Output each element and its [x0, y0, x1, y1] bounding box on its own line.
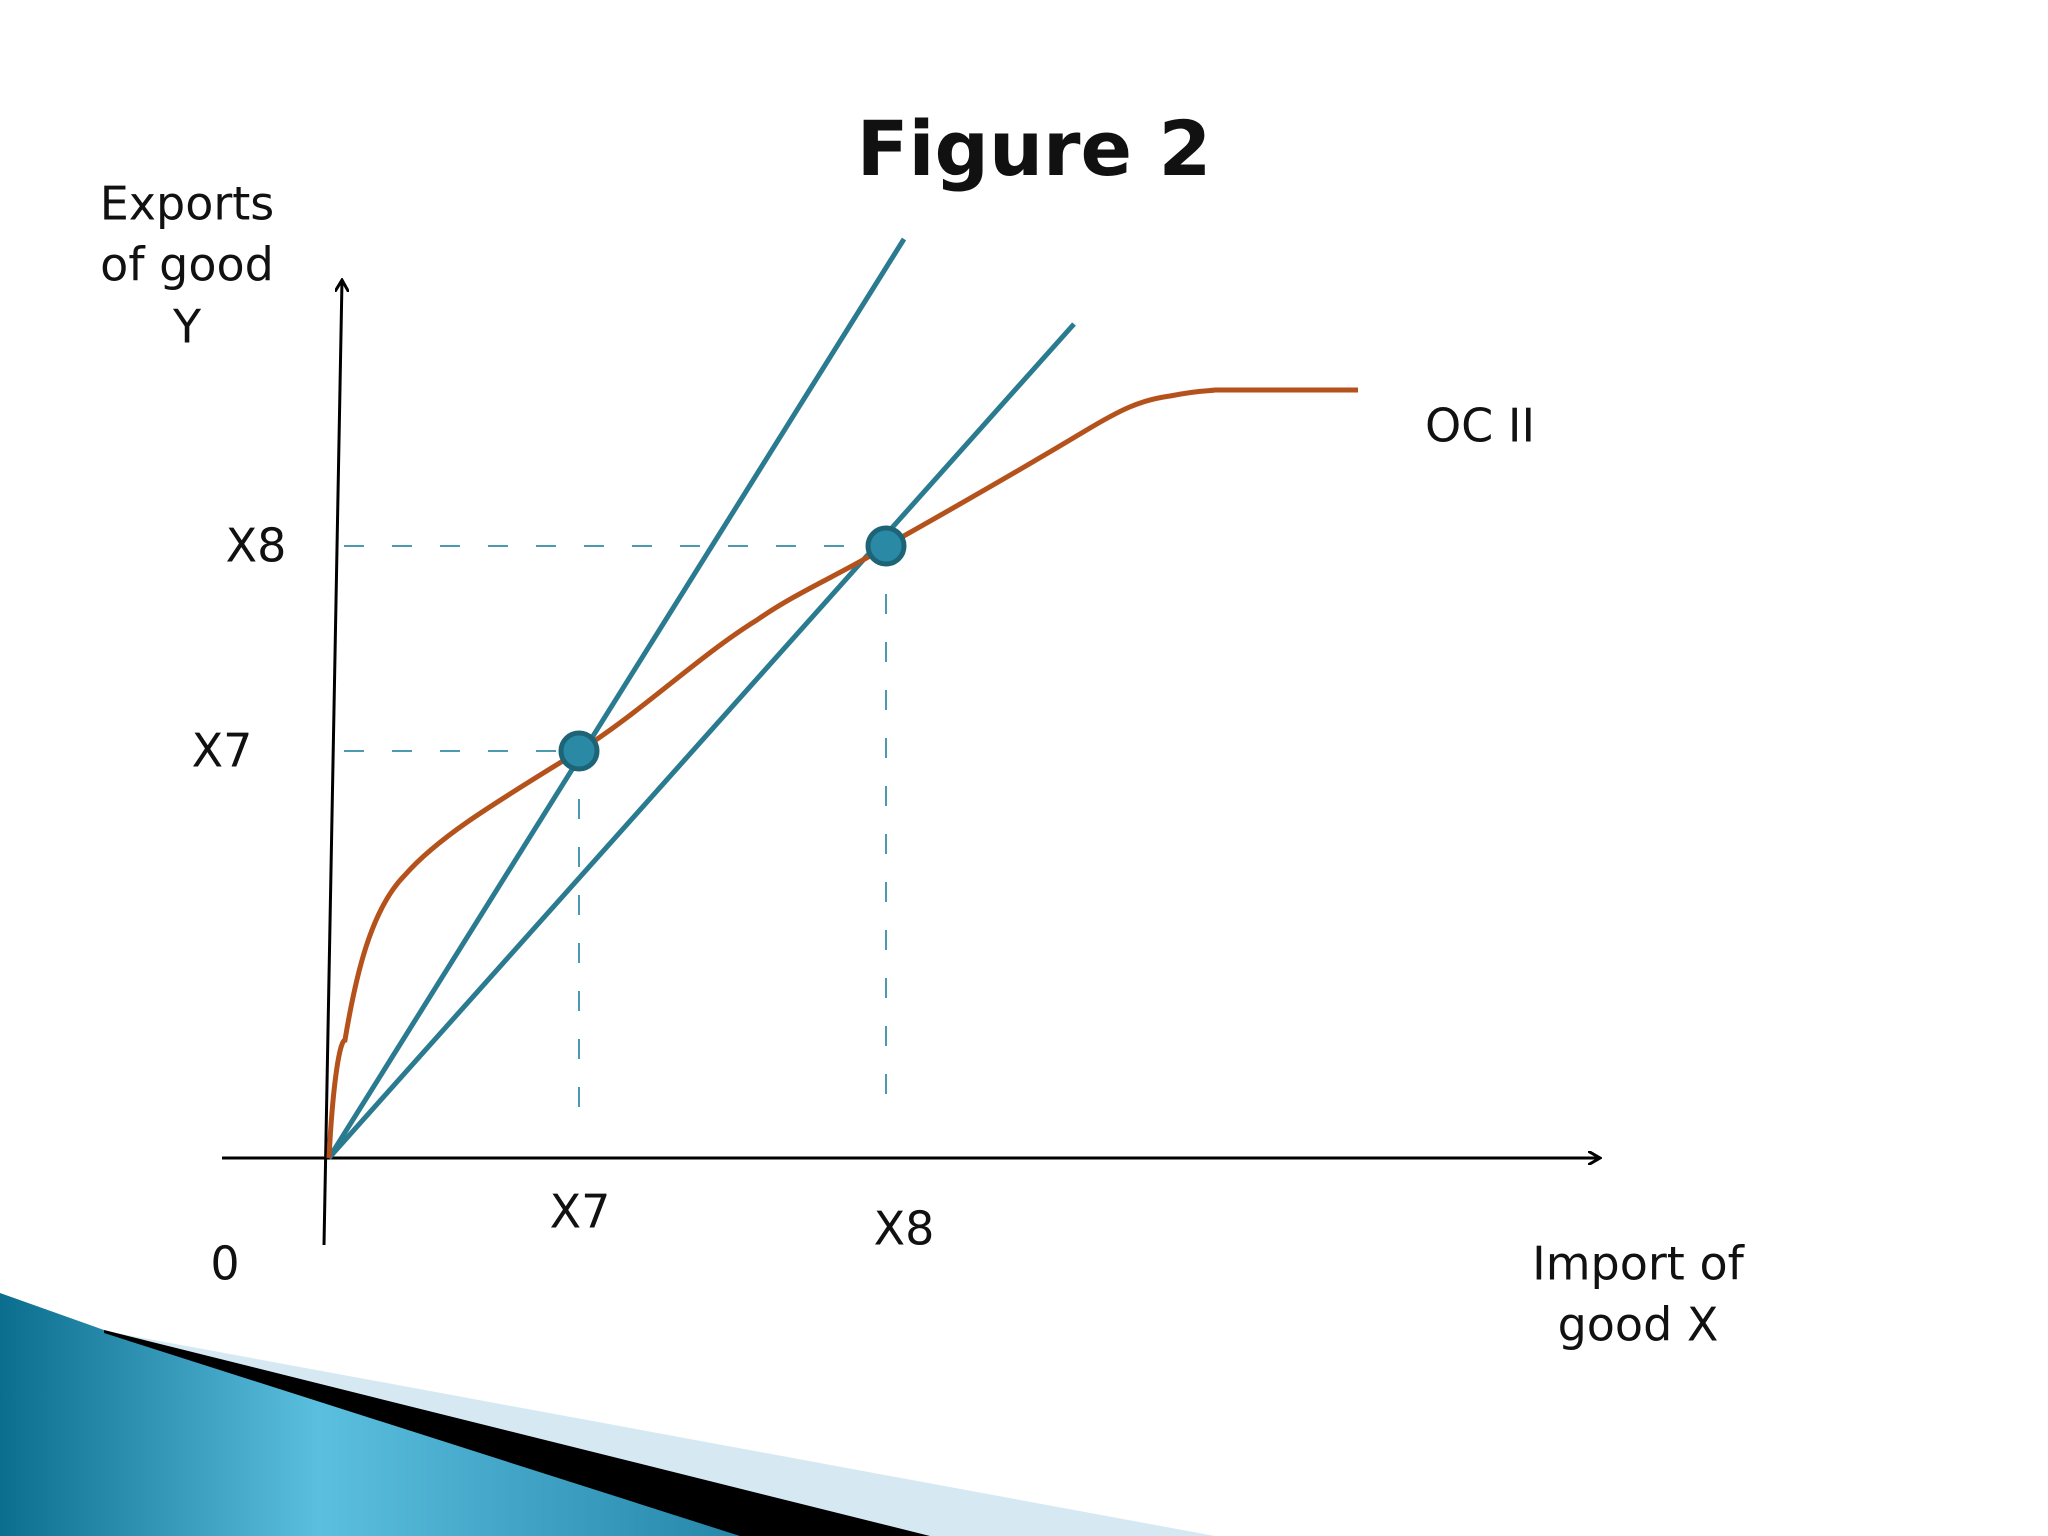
origin-label: 0 [210, 1237, 239, 1291]
swoosh-light [100, 1330, 1215, 1536]
y-axis-label: Exports [100, 177, 275, 231]
equilibrium-point [558, 730, 600, 772]
swoosh-blue [0, 1293, 914, 1536]
x-tick-label: X8 [874, 1202, 935, 1256]
title: Figure 2 [857, 104, 1212, 193]
x-tick-label: X7 [550, 1185, 611, 1239]
y-axis-label: Y [172, 300, 202, 354]
curve-label: OC II [1425, 399, 1535, 453]
offer-curve [326, 387, 1358, 1159]
y-axis-label: of good [100, 238, 274, 292]
y-tick-label: X7 [192, 724, 253, 778]
x-axis-label: Import of [1532, 1237, 1745, 1291]
y-tick-label: X8 [226, 519, 287, 573]
tot-line-flat [327, 322, 1076, 1160]
y-axis [322, 280, 342, 1246]
equilibrium-point [865, 525, 907, 567]
tot-line-steep [326, 237, 907, 1160]
x-axis-label: good X [1558, 1298, 1719, 1352]
swoosh-black [104, 1330, 930, 1536]
